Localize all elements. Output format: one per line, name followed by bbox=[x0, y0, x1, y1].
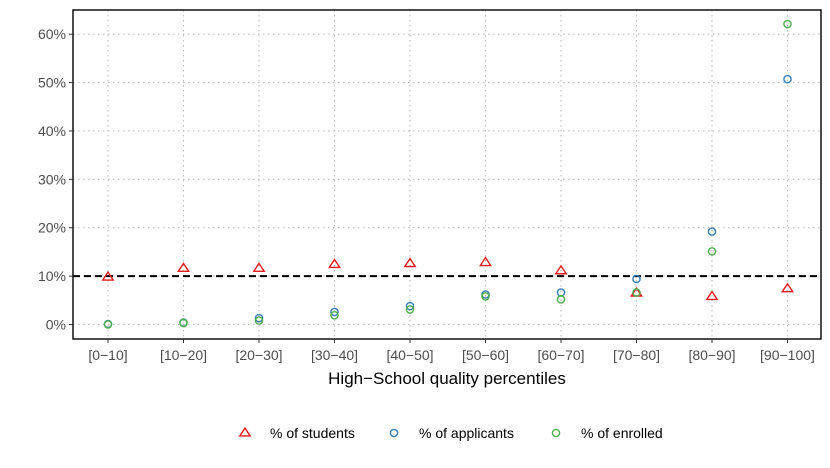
x-axis-title: High−School quality percentiles bbox=[328, 369, 566, 388]
point-enrolled bbox=[405, 305, 415, 314]
legend-key-enrolled bbox=[551, 428, 561, 438]
data-points bbox=[101, 19, 794, 329]
point-students bbox=[705, 290, 719, 301]
legend: % of students % of applicants % of enrolle… bbox=[238, 425, 663, 441]
y-tick-label: 50% bbox=[38, 75, 66, 91]
x-tick-label: [50−60] bbox=[462, 347, 509, 363]
x-tick-label: [40−50] bbox=[386, 347, 433, 363]
point-enrolled bbox=[330, 310, 339, 320]
point-enrolled bbox=[179, 318, 188, 328]
y-axis: 0% 10% 20% 30% 40% 50% 60% bbox=[38, 26, 73, 332]
point-enrolled bbox=[481, 292, 490, 301]
y-tick-label: 30% bbox=[38, 171, 66, 187]
point-applicants bbox=[783, 74, 792, 84]
legend-key-applicants bbox=[389, 428, 399, 438]
legend-label: % of enrolled bbox=[581, 425, 663, 441]
point-students bbox=[781, 282, 794, 293]
y-tick-label: 40% bbox=[38, 123, 66, 139]
point-applicants bbox=[707, 227, 717, 236]
point-applicants bbox=[632, 274, 641, 284]
point-students bbox=[252, 262, 266, 273]
point-enrolled bbox=[556, 295, 566, 304]
x-tick-label: [70−80] bbox=[613, 347, 660, 363]
legend-label: % of applicants bbox=[419, 425, 514, 441]
x-tick-label: [90−100] bbox=[760, 347, 815, 363]
x-tick-label: [80−90] bbox=[688, 347, 735, 363]
y-tick-label: 0% bbox=[46, 316, 66, 332]
y-tick-label: 20% bbox=[38, 220, 66, 236]
point-applicants bbox=[330, 307, 339, 317]
point-students bbox=[479, 256, 492, 267]
legend-label: % of students bbox=[270, 425, 355, 441]
grid-lines bbox=[73, 10, 821, 339]
legend-key-students bbox=[238, 426, 252, 437]
point-applicants bbox=[405, 301, 415, 311]
y-tick-label: 10% bbox=[38, 268, 66, 284]
point-students bbox=[328, 258, 341, 269]
x-tick-label: [30−40] bbox=[311, 347, 358, 363]
x-tick-label: [60−70] bbox=[537, 347, 584, 363]
y-tick-label: 60% bbox=[38, 26, 66, 42]
point-students bbox=[403, 257, 417, 268]
x-tick-label: [20−30] bbox=[235, 347, 282, 363]
plot-panel-border bbox=[72, 9, 822, 340]
point-enrolled bbox=[707, 247, 717, 256]
point-enrolled bbox=[632, 288, 641, 297]
point-students bbox=[101, 270, 115, 281]
point-students bbox=[177, 262, 190, 273]
point-applicants bbox=[254, 313, 264, 323]
x-tick-label: [10−20] bbox=[160, 347, 207, 363]
x-axis: [0−10] [10−20] [20−30] [30−40] [40−50] [50−60… bbox=[88, 339, 815, 363]
point-enrolled bbox=[103, 320, 113, 329]
point-enrolled bbox=[254, 316, 264, 325]
point-students bbox=[554, 264, 568, 275]
x-tick-label: [0−10] bbox=[88, 347, 127, 363]
point-enrolled bbox=[783, 19, 792, 29]
